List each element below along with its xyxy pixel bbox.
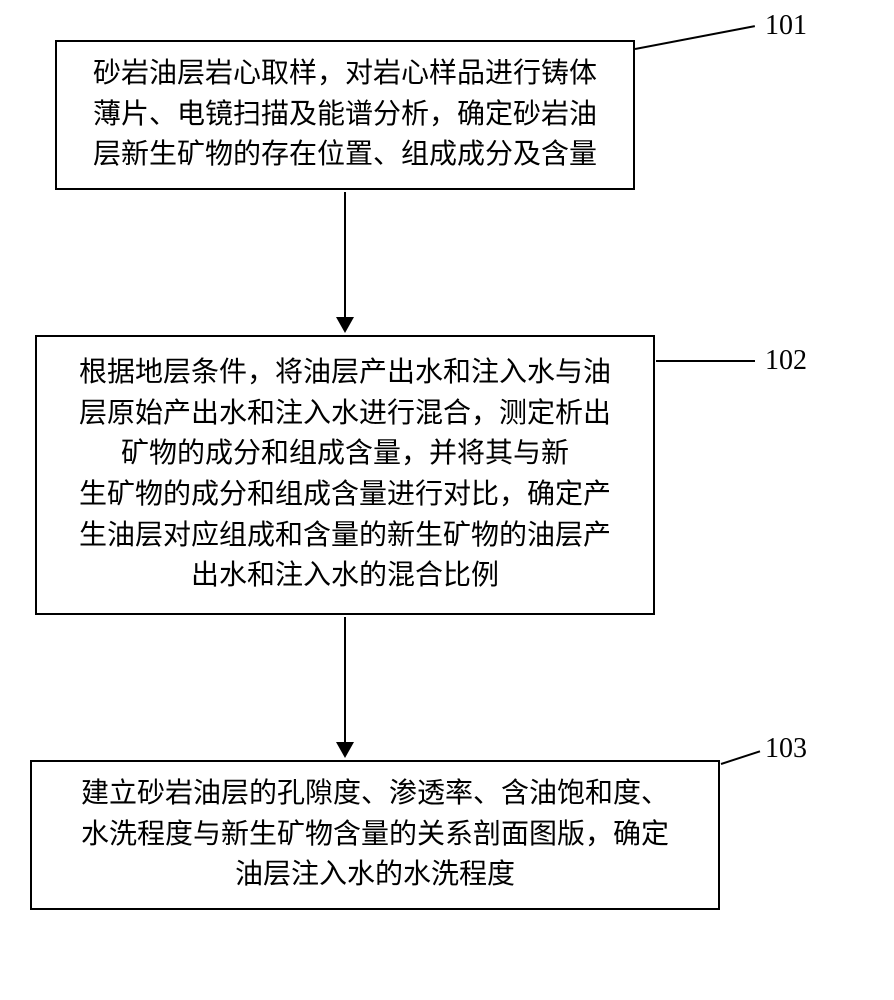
leader-line-1 [635,25,755,50]
node-3-text: 建立砂岩油层的孔隙度、渗透率、含油饱和度、 水洗程度与新生矿物含量的关系剖面图版… [81,774,669,896]
flowchart-node-3: 建立砂岩油层的孔隙度、渗透率、含油饱和度、 水洗程度与新生矿物含量的关系剖面图版… [30,760,720,910]
node-1-label: 101 [765,10,807,42]
node-2-text: 根据地层条件，将油层产出水和注入水与油 层原始产出水和注入水进行混合，测定析出 … [79,353,611,597]
arrow-down-icon [336,742,354,758]
leader-line-3 [721,750,761,765]
connector-line [344,192,346,317]
node-1-text: 砂岩油层岩心取样，对岩心样品进行铸体 薄片、电镜扫描及能谱分析，确定砂岩油 层新… [93,54,597,176]
connector-line [344,617,346,742]
connector-1-2 [336,192,354,333]
arrow-down-icon [336,317,354,333]
flowchart-node-2: 根据地层条件，将油层产出水和注入水与油 层原始产出水和注入水进行混合，测定析出 … [35,335,655,615]
node-3-label: 103 [765,733,807,765]
leader-line-2 [656,360,755,362]
flowchart-node-1: 砂岩油层岩心取样，对岩心样品进行铸体 薄片、电镜扫描及能谱分析，确定砂岩油 层新… [55,40,635,190]
connector-2-3 [336,617,354,758]
node-2-label: 102 [765,345,807,377]
